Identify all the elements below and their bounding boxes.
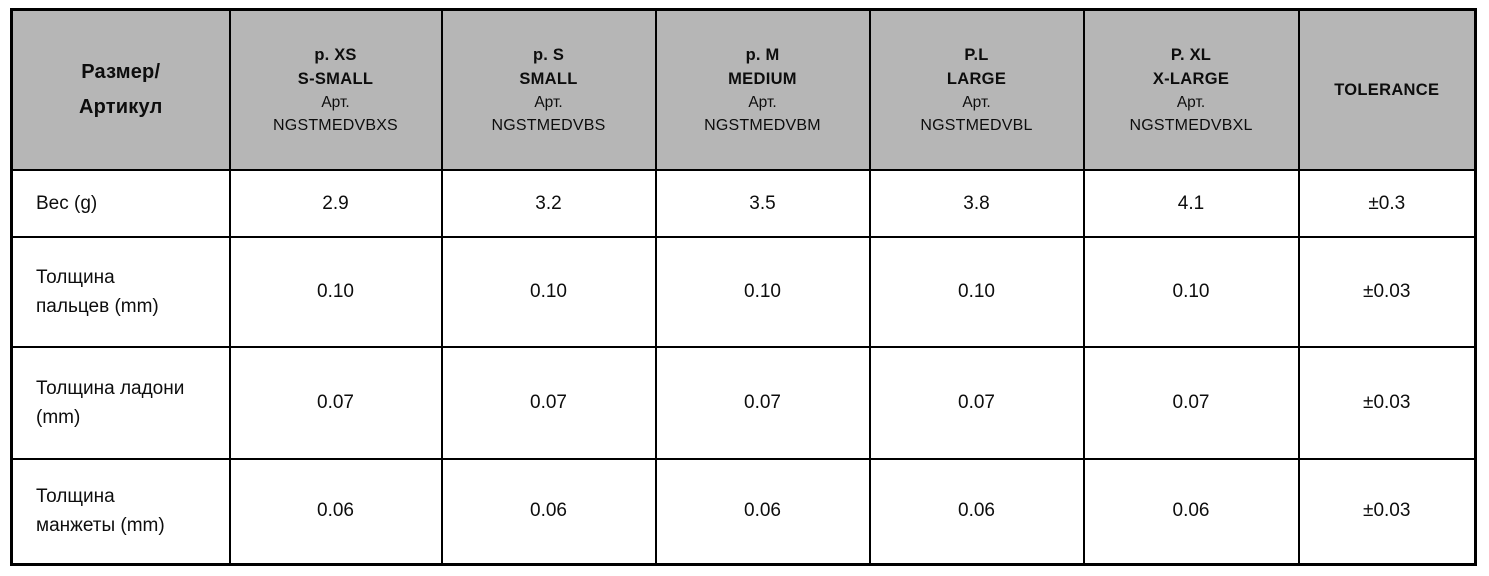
size-label: P. XL — [1170, 45, 1212, 64]
table-row-weight: Вес (g) 2.9 3.2 3.5 3.8 4.1 ±0.3 — [10, 169, 1477, 238]
size-name: MEDIUM — [728, 69, 797, 88]
value-cell: 0.07 — [440, 346, 657, 460]
size-name: LARGE — [946, 69, 1007, 88]
art-code: NGSTMEDVBXS — [273, 116, 398, 134]
header-row: Размер/ Артикул р. XS S-SMALL Арт. NGSTM… — [10, 8, 1477, 171]
table-row-cuff-thickness: Толщина манжеты (mm) 0.06 0.06 0.06 0.06… — [10, 458, 1477, 565]
size-label: р. M — [745, 45, 780, 64]
row-label-cell: Толщина ладони (mm) — [10, 346, 231, 460]
size-header-cell-m: р. M MEDIUM Арт. NGSTMEDVBM — [654, 8, 871, 171]
value-cell: 3.8 — [868, 169, 1085, 238]
art-label: Арт. — [534, 93, 563, 111]
art-code: NGSTMEDVBS — [491, 116, 606, 134]
tolerance-cell: ±0.03 — [1297, 458, 1477, 565]
row-label-cell: Толщина пальцев (mm) — [10, 236, 231, 348]
tolerance-cell: ±0.03 — [1297, 346, 1477, 460]
art-label: Арт. — [1176, 93, 1206, 111]
value-cell: 0.10 — [868, 236, 1085, 348]
size-header-cell-s: р. S SMALL Арт. NGSTMEDVBS — [440, 8, 657, 171]
tolerance-header-cell: TOLERANCE — [1297, 8, 1477, 171]
art-label: Арт. — [962, 93, 991, 111]
value-cell: 3.2 — [440, 169, 657, 238]
size-label: р. XS — [314, 45, 357, 64]
size-name: X-LARGE — [1152, 69, 1230, 88]
value-cell: 0.07 — [228, 346, 443, 460]
size-name: S-SMALL — [297, 69, 374, 88]
art-label: Арт. — [321, 93, 350, 111]
art-code: NGSTMEDVBM — [704, 116, 821, 134]
row-label: Толщина манжеты (mm) — [36, 485, 165, 537]
corner-header-cell: Размер/ Артикул — [10, 8, 231, 171]
art-label: Арт. — [748, 93, 777, 111]
size-label: P.L — [964, 45, 989, 64]
value-cell: 0.07 — [1082, 346, 1300, 460]
value-cell: 4.1 — [1082, 169, 1300, 238]
table-row-finger-thickness: Толщина пальцев (mm) 0.10 0.10 0.10 0.10… — [10, 236, 1477, 348]
row-label-cell: Вес (g) — [10, 169, 231, 238]
row-label-cell: Толщина манжеты (mm) — [10, 458, 231, 565]
size-spec-table: Размер/ Артикул р. XS S-SMALL Арт. NGSTM… — [10, 8, 1477, 566]
size-label: р. S — [532, 45, 565, 64]
art-code: NGSTMEDVBL — [920, 116, 1033, 134]
value-cell: 0.06 — [440, 458, 657, 565]
value-cell: 0.06 — [228, 458, 443, 565]
value-cell: 0.10 — [1082, 236, 1300, 348]
row-label: Толщина ладони (mm) — [36, 377, 185, 428]
size-header-cell-xs: р. XS S-SMALL Арт. NGSTMEDVBXS — [228, 8, 443, 171]
tolerance-cell: ±0.3 — [1297, 169, 1477, 238]
row-label: Вес (g) — [36, 192, 98, 214]
value-cell: 0.10 — [228, 236, 443, 348]
size-header-cell-l: P.L LARGE Арт. NGSTMEDVBL — [868, 8, 1085, 171]
value-cell: 0.06 — [1082, 458, 1300, 565]
art-code: NGSTMEDVBXL — [1129, 116, 1253, 134]
value-cell: 0.07 — [654, 346, 871, 460]
table-row-palm-thickness: Толщина ладони (mm) 0.07 0.07 0.07 0.07 … — [10, 346, 1477, 460]
value-cell: 0.07 — [868, 346, 1085, 460]
corner-label-line2: Артикул — [79, 96, 163, 118]
value-cell: 2.9 — [228, 169, 443, 238]
tolerance-cell: ±0.03 — [1297, 236, 1477, 348]
value-cell: 0.10 — [654, 236, 871, 348]
size-name: SMALL — [519, 69, 578, 88]
row-label: Толщина пальцев (mm) — [36, 266, 159, 317]
size-header-cell-xl: P. XL X-LARGE Арт. NGSTMEDVBXL — [1082, 8, 1300, 171]
value-cell: 0.06 — [654, 458, 871, 565]
corner-label-line1: Размер/ — [81, 61, 161, 83]
value-cell: 0.06 — [868, 458, 1085, 565]
value-cell: 0.10 — [440, 236, 657, 348]
value-cell: 3.5 — [654, 169, 871, 238]
